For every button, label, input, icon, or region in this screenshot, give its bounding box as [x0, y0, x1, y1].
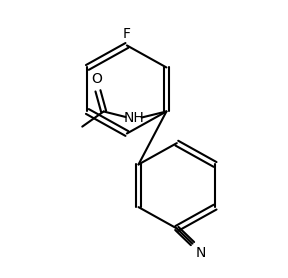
Text: N: N: [196, 246, 206, 260]
Text: O: O: [91, 72, 102, 86]
Text: NH: NH: [123, 111, 144, 125]
Text: F: F: [123, 27, 131, 41]
